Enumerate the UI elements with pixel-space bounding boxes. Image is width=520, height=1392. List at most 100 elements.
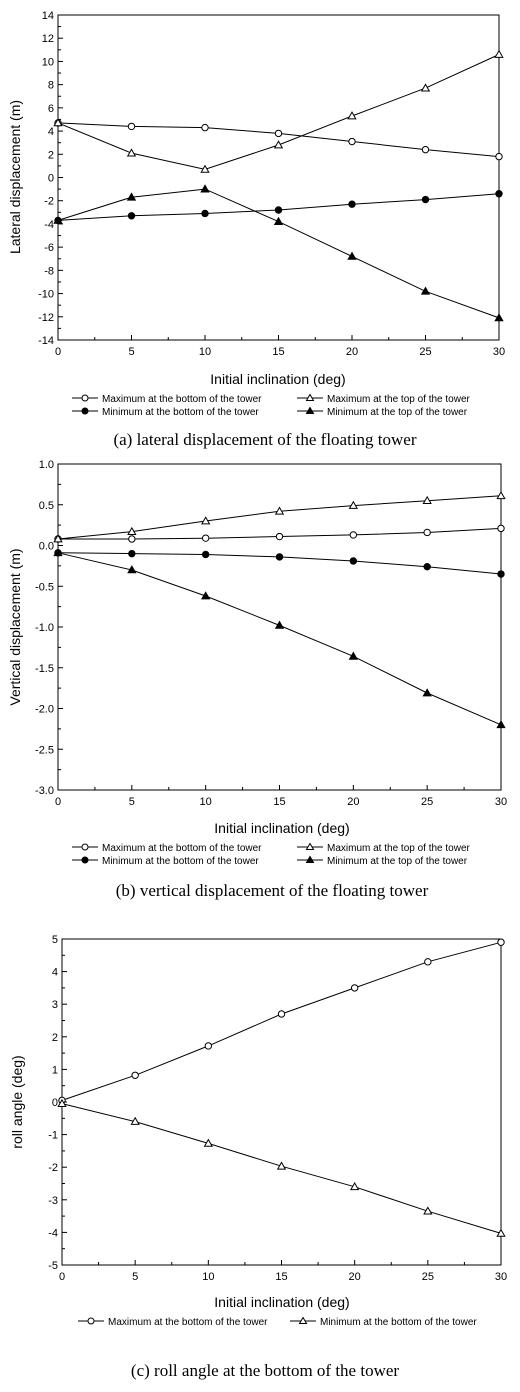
panel-c-series-0-point [131,1071,139,1079]
panel-b-series-2-point [423,562,431,571]
panel-c-series-1-point [496,1228,506,1237]
panel-a-series-2-point [274,206,283,214]
panel-b-legend-label-1: Maximum at the top of the tower [327,843,471,854]
panel-b-legend: Maximum at the bottom of the tower Maxim… [72,842,471,867]
panel-a-series-2-point [201,209,209,218]
panel-a-y-tick-label: 6 [48,103,54,115]
panel-c-y-tick-label: -5 [48,1260,58,1272]
panel-c-series-1-point [130,1116,140,1125]
panel-a-y-tick-label: 14 [42,10,54,22]
panel-b-series-0-point [201,534,210,542]
panel-c-y-tick-label: -2 [48,1162,58,1174]
panel-a-series-1-point [494,49,504,58]
panel-b-y-tick-label: -3.0 [35,785,54,797]
panel-c-y-tick-label: -3 [48,1195,58,1207]
panel-a-x-axis-label: Initial inclination (deg) [210,371,345,387]
panel-b-legend-label-0: Maximum at the bottom of the tower [102,843,262,854]
panel-a-series-3-point [420,286,431,295]
panel-c-legend-label-1: Minimum at the bottom of the tower [320,1317,477,1328]
panel-a-y-tick-label: 4 [48,126,54,138]
triangle-open-icon [305,393,315,401]
panel-a-series-1-point [347,111,357,120]
panel-b-series-0-point [349,531,358,539]
panel-c-caption: (c) roll angle at the bottom of the towe… [131,1361,399,1380]
panel-b-x-tick-label: 20 [347,796,359,808]
panel-a-legend-item-1: Maximum at the top of the tower [297,393,471,405]
panel-a-series-3-point [126,192,137,201]
panel-b-x-tick-label: 30 [495,796,507,808]
panel-c-y-tick-label: -4 [48,1227,58,1239]
panel-a-series-0-point [421,145,430,154]
panel-c-series-0-point [204,1042,213,1050]
panel-b-y-tick-label: 0.0 [39,541,54,553]
panel-b-series-3-point [348,651,358,660]
panel-a-y-tick-label: 0 [48,173,54,185]
panel-a-series-1-line [57,54,500,170]
panel-b-y-tick-label: -1.0 [35,622,54,634]
panel-a-y-tick-label: -12 [38,312,54,324]
panel-b-caption: (b) vertical displacement of the floatin… [116,881,429,900]
panel-b-x-tick-label: 0 [55,796,61,808]
panel-b-series-1-point [496,490,506,500]
panel-a: -14 -12 -10 -8 -6 -4 -2 0 2 4 6 8 10 12 14 0 5 10 15 20 25 30… [7,10,505,449]
panel-b-x-tick-label: 15 [273,796,285,808]
panel-a-x-tick-label: 20 [346,346,358,358]
panel-b-legend-item-1: Maximum at the top of the tower [297,842,471,854]
panel-b-series-0-point [128,535,136,543]
panel-c-y-tick-label: 4 [52,967,58,979]
circle-open-icon [87,1317,95,1325]
panel-b-legend-item-2: Minimum at the bottom of the tower [72,856,259,867]
panel-a-series-0-point [348,137,356,146]
panel-b-series-1-point [127,526,137,535]
panel-a-series-3-point [494,313,504,322]
panel-c-x-tick-label: 25 [422,1271,434,1283]
panel-c-y-tick-label: 2 [52,1032,58,1044]
panel-c-legend-item-0: Maximum at the bottom of the tower [78,1317,268,1328]
panel-a-series-2-point [348,200,356,208]
panel-b-y-tick-label: -2.5 [35,744,54,756]
panel-b-series-3-point [53,548,63,557]
panel-b-y-tick-label: -0.5 [35,581,54,593]
panel-a-series-0-point [201,123,209,132]
panel-c-x-tick-label: 0 [59,1271,65,1283]
panel-a-caption: (a) lateral displacement of the floating… [113,430,416,449]
panel-c: -5 -4 -3 -2 -1 0 1 2 3 4 5 0 5 10 15 20 25 30 roll angle … [9,934,507,1380]
panel-b-series-3-point [422,688,432,697]
triangle-open-icon [305,842,315,850]
panel-a-x-tick-label: 15 [272,346,284,358]
panel-c-plot-content: -5 -4 -3 -2 -1 0 1 2 3 4 5 0 5 10 15 20 25 30 [48,934,507,1283]
panel-c-x-tick-label: 20 [349,1271,361,1283]
panel-c-x-tick-label: 15 [275,1271,287,1283]
panel-b-x-tick-label: 5 [129,796,135,808]
panel-b-series-0-point [497,524,505,533]
panel-b-x-tick-label: 10 [200,796,212,808]
panel-c-legend-item-1: Minimum at the bottom of the tower [290,1316,477,1328]
panel-c-legend: Maximum at the bottom of the tower Minim… [78,1316,477,1328]
panel-a-series-2-point [421,195,430,204]
panel-a-plot-frame [57,14,500,341]
panel-b: -3.0 -2.5 -2.0 -1.5 -1.0 -0.5 0.0 0.5 1.0 0 5 10 15 2… [7,459,507,900]
panel-c-y-tick-label: 5 [52,934,58,946]
panel-a-series-0-point [127,122,136,131]
panel-a-series-1-point [126,148,137,157]
panel-b-y-tick-label: 1.0 [39,459,54,471]
triangle-filled-icon [305,855,315,863]
panel-b-x-axis-label: Initial inclination (deg) [214,820,349,836]
panel-b-series-2-point [497,570,505,578]
panel-b-series-1-point [422,495,432,505]
panel-b-legend-item-3: Minimum at the top of the tower [297,855,468,867]
panel-b-series-3-point [127,565,137,574]
panel-b-series-3-point [201,591,211,600]
panel-c-legend-label-0: Maximum at the bottom of the tower [108,1317,268,1328]
panel-a-legend-item-3: Minimum at the top of the tower [297,406,468,418]
panel-a-series-1-point [53,118,63,127]
panel-a-series-3-point [273,216,284,225]
panel-b-plot-content: -3.0 -2.5 -2.0 -1.5 -1.0 -0.5 0.0 0.5 1.0 0 5 10 15 2… [35,459,507,808]
panel-b-series-3-line [57,552,502,726]
panel-a-plot-content: -14 -12 -10 -8 -6 -4 -2 0 2 4 6 8 10 12 14 0 5 10 15 20 25 30 [38,10,505,358]
panel-a-legend-item-0: Maximum at the bottom of the tower [72,394,262,405]
panel-c-series-1-point [350,1181,360,1191]
panel-a-y-tick-label: -14 [38,335,54,347]
panel-a-y-tick-label: 12 [42,33,54,45]
